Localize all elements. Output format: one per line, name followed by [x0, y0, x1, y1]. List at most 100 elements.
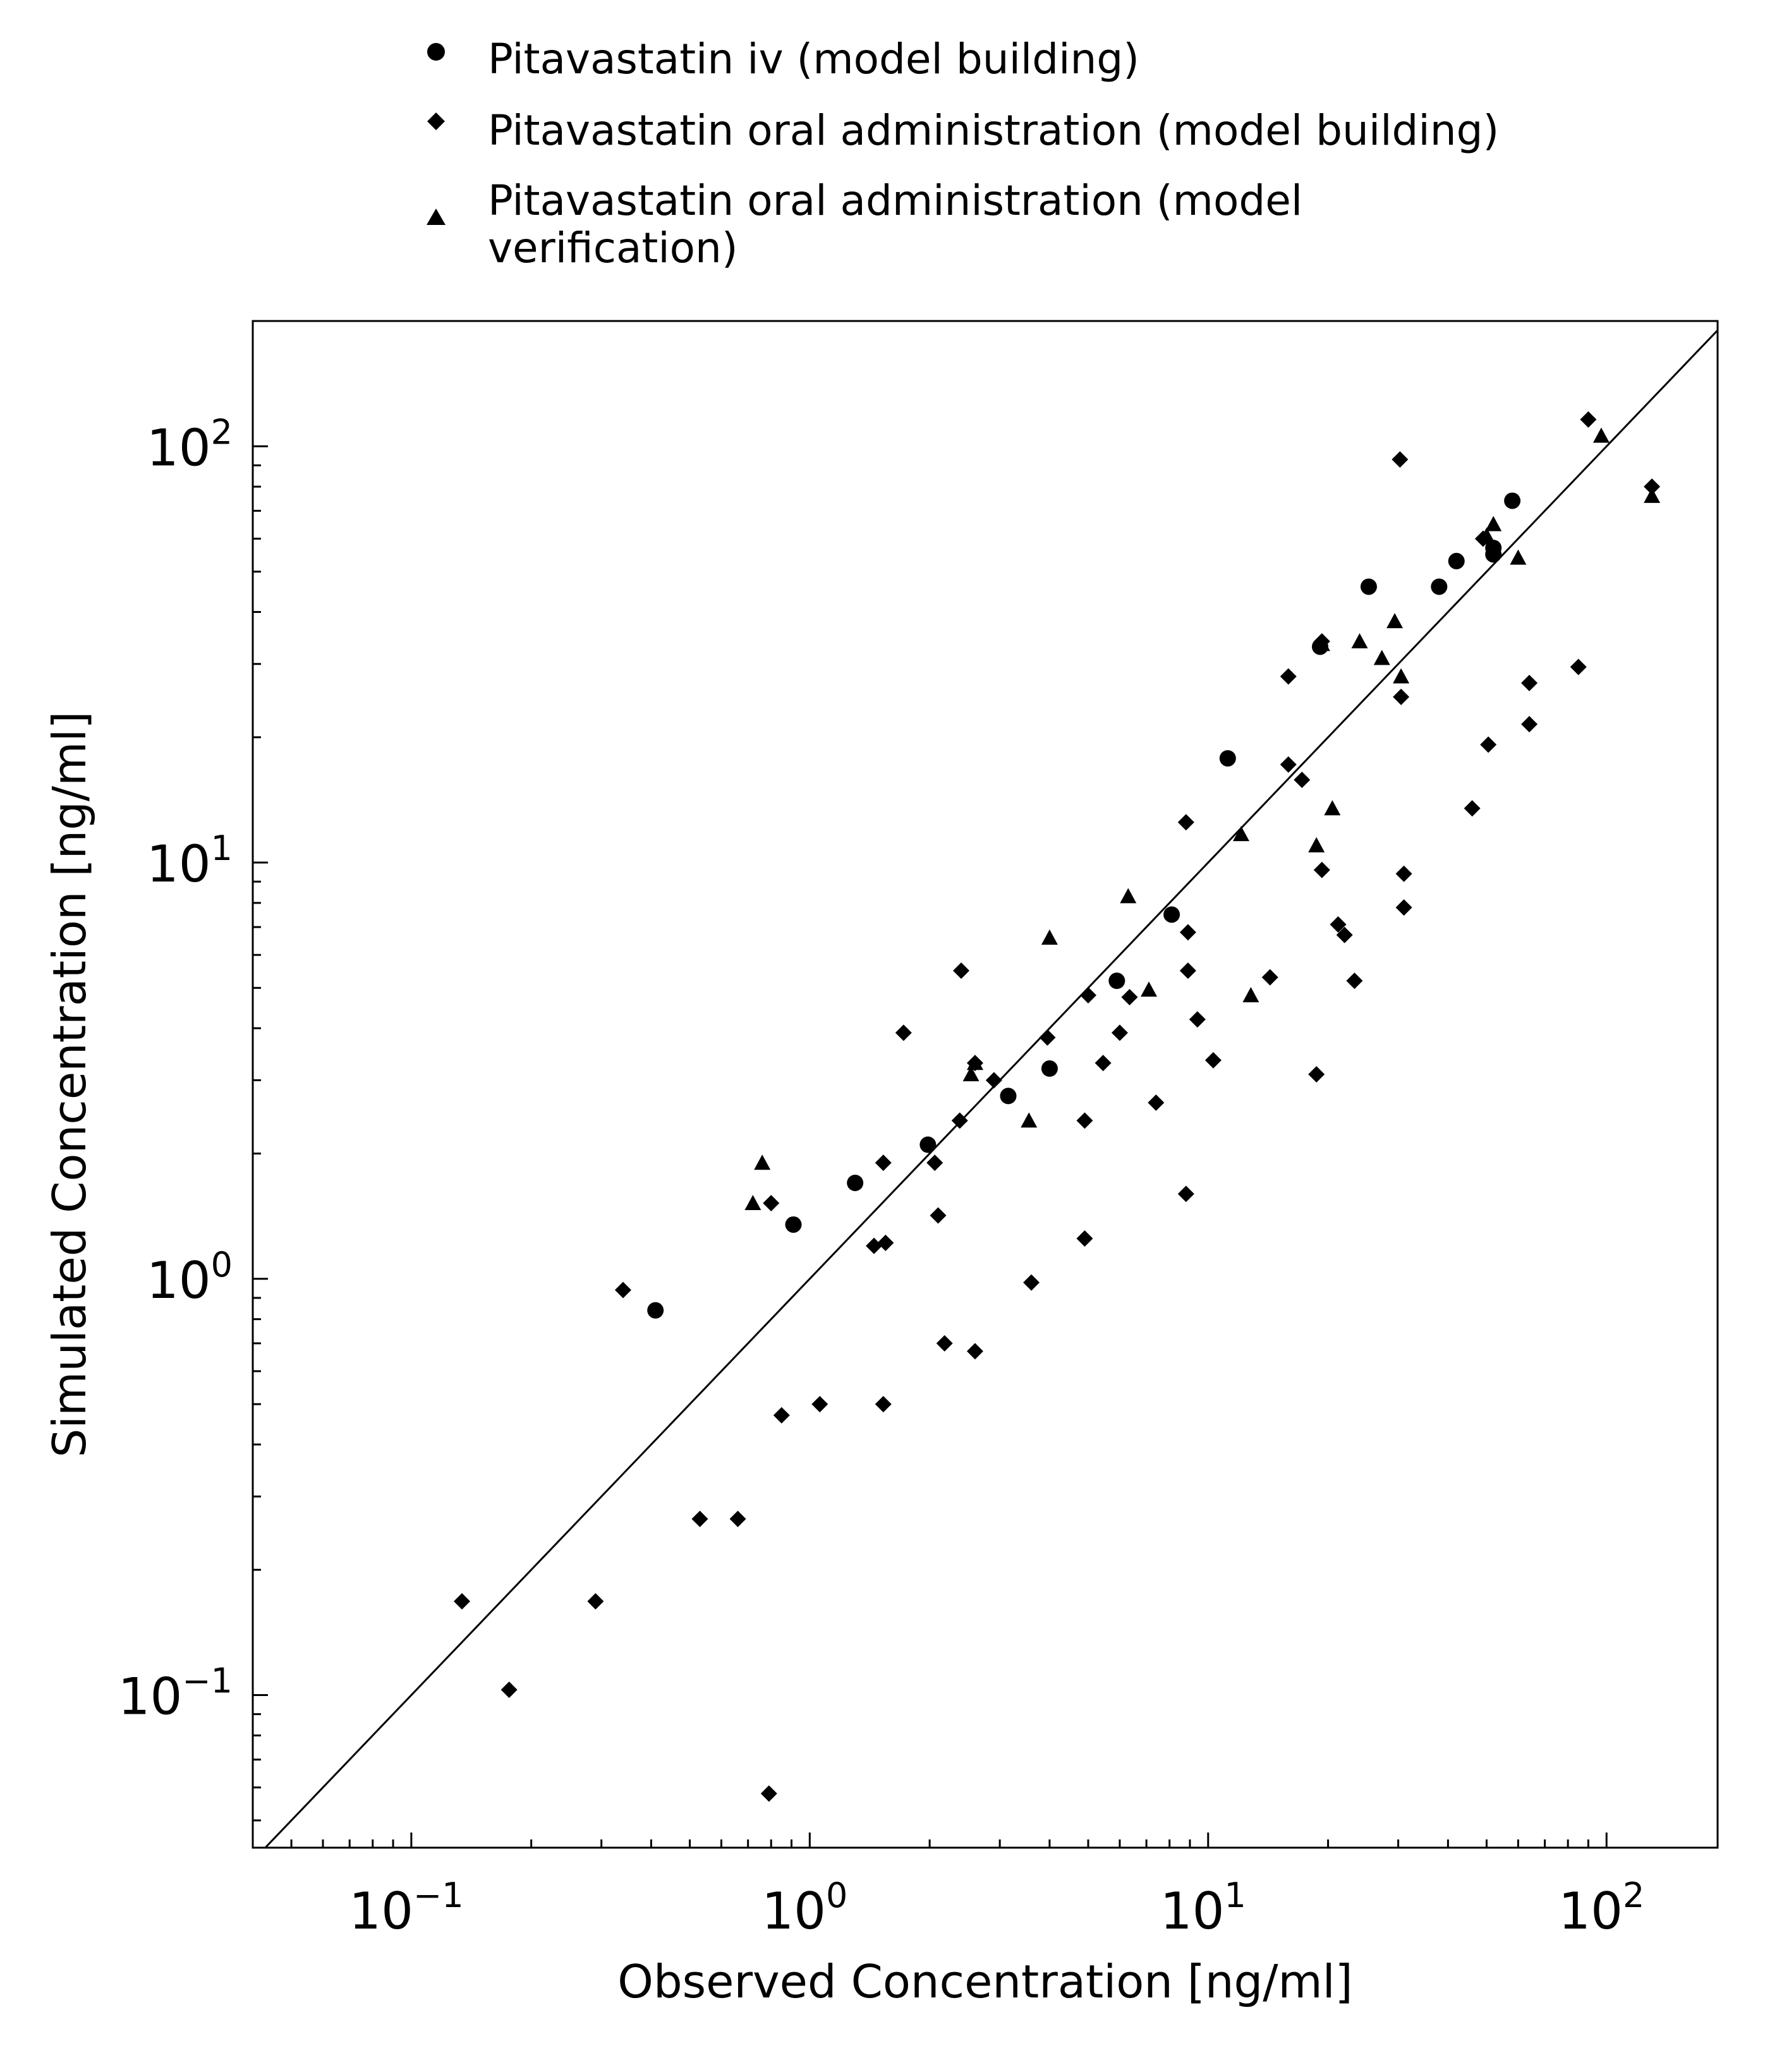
- diamond-point: [1204, 1051, 1222, 1069]
- y-tick-label-exp: 1: [211, 828, 233, 868]
- triangle-point: [1478, 527, 1495, 543]
- triangle-point: [1510, 549, 1527, 565]
- diamond-point: [1395, 865, 1412, 882]
- legend-label-oral-verification: Pitavastatin oral administration (model …: [488, 176, 1316, 272]
- x-tick-label-base: 10: [761, 1882, 826, 1941]
- diamond-point: [953, 962, 970, 979]
- circle-point: [1504, 492, 1521, 509]
- circle-point: [1219, 750, 1236, 767]
- diamond-point: [1346, 972, 1363, 990]
- legend-label-oral-verification-line2: verification): [488, 224, 738, 272]
- diamond-point: [1521, 674, 1538, 691]
- legend-diamond-marker: [427, 112, 445, 130]
- diamond-point: [1644, 478, 1661, 495]
- circle-point: [847, 1174, 864, 1191]
- diamond-point: [1121, 989, 1138, 1006]
- x-tick-label-exp: 1: [1225, 1875, 1246, 1915]
- diamond-point: [1480, 736, 1497, 753]
- diamond-point: [1280, 668, 1297, 685]
- diamond-point: [1095, 1055, 1112, 1072]
- legend-label-iv: Pitavastatin iv (model building): [488, 35, 1139, 83]
- circle-point: [1108, 972, 1125, 990]
- circle-point: [785, 1216, 802, 1233]
- x-tick-label: 10−1: [349, 1875, 463, 1941]
- diamond-point: [760, 1785, 777, 1802]
- y-tick-label: 10−1: [118, 1661, 233, 1726]
- diamond-point: [875, 1154, 892, 1172]
- diamond-point: [1330, 916, 1347, 933]
- diamond-point: [930, 1207, 947, 1224]
- circle-point: [1431, 578, 1448, 595]
- triangle-point: [1120, 888, 1137, 904]
- diamond-point: [1313, 861, 1330, 878]
- legend-item-oral-building: Pitavastatin oral administration (model …: [427, 106, 1499, 155]
- legend-label-oral-verification-line1: Pitavastatin oral administration (model: [488, 176, 1302, 225]
- legend-triangle-marker: [427, 209, 446, 225]
- triangle-point: [1313, 636, 1330, 651]
- triangle-point: [744, 1195, 761, 1211]
- y-tick-label-base: 10: [147, 418, 211, 477]
- triangle-point: [966, 1055, 983, 1070]
- circle-point: [1163, 906, 1180, 923]
- legend: Pitavastatin iv (model building) Pitavas…: [427, 35, 1499, 272]
- triangle-point: [1021, 1112, 1038, 1128]
- diamond-point: [1039, 1029, 1056, 1046]
- triangle-point: [1141, 981, 1158, 997]
- series-circle: [647, 492, 1521, 1319]
- x-tick-label-base: 10: [1160, 1882, 1225, 1941]
- diamond-point: [1580, 411, 1597, 428]
- diamond-point: [1080, 987, 1097, 1004]
- diamond-point: [1294, 772, 1311, 789]
- diamond-point: [614, 1281, 631, 1299]
- diamond-point: [875, 1396, 892, 1413]
- diamond-point: [729, 1510, 746, 1527]
- x-tick-label: 100: [761, 1875, 847, 1941]
- identity-line: [264, 329, 1719, 1849]
- diamond-point: [877, 1234, 894, 1251]
- x-axis-title: Observed Concentration [ng/ml]: [617, 1955, 1352, 2008]
- diamond-point: [1308, 1066, 1325, 1083]
- legend-item-iv: Pitavastatin iv (model building): [427, 35, 1139, 83]
- triangle-point: [1242, 987, 1259, 1003]
- x-tick-label-exp: 2: [1623, 1875, 1644, 1915]
- triangle-point: [962, 1066, 979, 1082]
- diamond-point: [1280, 756, 1297, 773]
- diamond-point: [1111, 1024, 1128, 1041]
- diamond-point: [1076, 1112, 1093, 1129]
- triangle-point: [1644, 487, 1661, 503]
- x-tick-label-base: 10: [1558, 1882, 1623, 1941]
- diamond-point: [1189, 1011, 1206, 1028]
- identity-line-layer: [264, 329, 1719, 1849]
- y-tick-label-base: 10: [147, 1251, 211, 1310]
- y-axis-title: Simulated Concentration [ng/ml]: [43, 712, 96, 1458]
- diamond-point: [1076, 1230, 1093, 1247]
- diamond-point: [763, 1195, 780, 1212]
- diamond-point: [691, 1510, 708, 1527]
- y-tick-label-base: 10: [147, 835, 211, 894]
- x-tick-label: 101: [1160, 1875, 1246, 1941]
- plot-frame: [252, 320, 1719, 1849]
- diamond-point: [1023, 1274, 1040, 1291]
- legend-item-oral-verification: Pitavastatin oral administration (model …: [427, 176, 1316, 272]
- triangle-point: [1308, 837, 1325, 852]
- x-tick-label-exp: 0: [826, 1875, 847, 1915]
- diamond-point: [926, 1154, 943, 1172]
- x-tick-label: 102: [1558, 1875, 1644, 1941]
- y-tick-label: 100: [147, 1245, 233, 1310]
- diamond-point: [1261, 969, 1278, 986]
- legend-circle-marker: [427, 43, 445, 61]
- circle-point: [1485, 540, 1502, 557]
- circle-point: [919, 1136, 937, 1153]
- circle-point: [1360, 578, 1377, 595]
- triangle-point: [1324, 800, 1341, 816]
- y-tick-label-exp: 2: [211, 412, 233, 452]
- diamond-point: [1393, 688, 1410, 705]
- y-tick-label: 101: [147, 828, 233, 894]
- diamond-point: [1464, 800, 1481, 817]
- diamond-point: [587, 1593, 604, 1610]
- diamond-point: [936, 1335, 953, 1352]
- diamond-point: [1392, 451, 1409, 468]
- y-tick-label-exp: −1: [182, 1661, 233, 1701]
